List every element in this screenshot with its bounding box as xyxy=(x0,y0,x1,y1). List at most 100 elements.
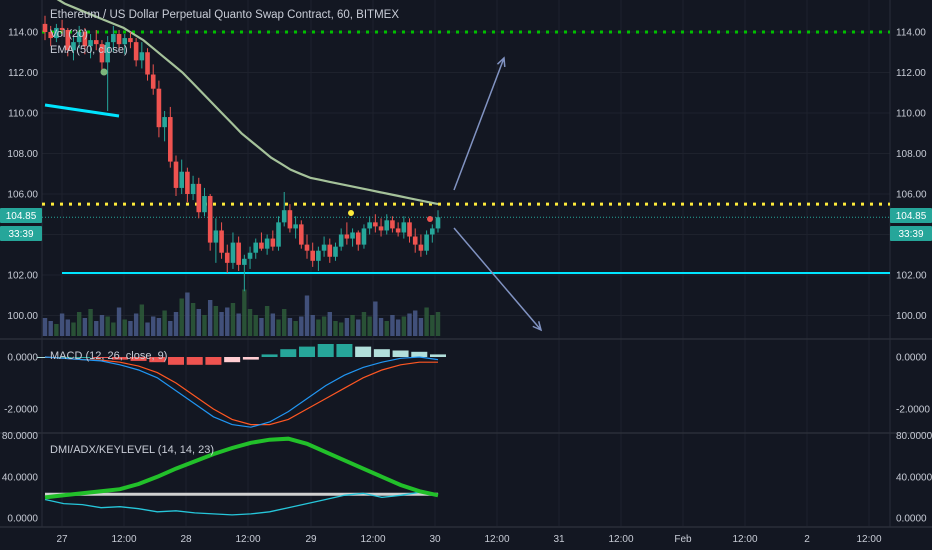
signal-dot xyxy=(427,216,433,222)
volume-bar xyxy=(356,319,361,336)
volume-bar xyxy=(264,306,270,336)
last-price-badge xyxy=(890,208,932,223)
volume-bar xyxy=(435,312,441,336)
candle-body xyxy=(304,244,310,251)
candle-body xyxy=(116,34,122,45)
macd-histogram-bar xyxy=(373,349,390,357)
candle-body xyxy=(42,23,48,32)
volume-bar xyxy=(59,313,65,336)
volume-bar xyxy=(287,318,293,336)
last-price-value: 104.85 xyxy=(6,211,37,222)
candle-body xyxy=(207,196,213,243)
candle-body xyxy=(276,222,281,247)
volume-bar xyxy=(105,316,110,336)
volume-bar xyxy=(54,324,59,336)
arrow-head xyxy=(496,56,506,68)
volume-bar xyxy=(395,319,401,336)
candle-body xyxy=(310,250,315,261)
volume-bar xyxy=(350,315,355,336)
dmi-y-tick: 0.0000 xyxy=(7,514,38,525)
last-price-value: 104.85 xyxy=(896,211,927,222)
macd-histogram-bar xyxy=(242,357,259,360)
dmi-y-tick: 80.0000 xyxy=(896,431,932,442)
macd-histogram-bar xyxy=(430,354,446,357)
volume-bar xyxy=(299,316,304,336)
candle-body xyxy=(111,34,116,43)
macd-y-tick: 0.0000 xyxy=(7,353,38,364)
candle-body xyxy=(196,183,202,213)
candle-body xyxy=(156,88,162,128)
y-tick-label: 102.00 xyxy=(896,271,927,282)
volume-bar xyxy=(424,307,429,336)
macd-histogram-bar xyxy=(168,357,184,365)
candle-body xyxy=(299,224,304,245)
candle-body xyxy=(361,228,367,245)
candle-body xyxy=(122,38,128,45)
x-tick-label: 30 xyxy=(429,534,441,545)
y-tick-label: 108.00 xyxy=(7,149,38,160)
candle-body xyxy=(190,183,196,194)
candle-body xyxy=(247,252,253,259)
candle-body xyxy=(430,228,435,235)
volume-bar xyxy=(133,313,139,336)
y-tick-label: 110.00 xyxy=(8,109,38,120)
arrow-head xyxy=(532,321,543,332)
trendline-segment xyxy=(44,103,120,118)
macd-histogram-bar xyxy=(111,357,128,360)
volume-bar xyxy=(270,313,276,336)
candle-body xyxy=(344,234,350,239)
candle-body xyxy=(65,29,71,51)
y-tick-label: 108.00 xyxy=(896,149,927,160)
candle-body xyxy=(264,238,270,249)
macd-signal-line xyxy=(44,356,438,426)
candle-body xyxy=(424,234,429,251)
volume-bar xyxy=(384,321,389,336)
x-tick-label: 31 xyxy=(553,534,565,545)
projection-arrow xyxy=(453,227,542,331)
candle-body xyxy=(390,220,395,229)
volume-bar xyxy=(333,321,338,336)
y-tick-label: 114.00 xyxy=(896,28,926,39)
volume-bar xyxy=(168,321,173,336)
macd-histogram-bar xyxy=(261,354,278,357)
volume-bar xyxy=(202,315,207,336)
candle-body xyxy=(316,250,321,261)
x-tick-label: 2 xyxy=(804,534,810,545)
countdown-value: 33:39 xyxy=(8,229,33,240)
candle-body xyxy=(412,236,418,245)
macd-histogram-bar xyxy=(411,351,428,357)
volume-bar xyxy=(378,318,384,336)
candle-body xyxy=(378,226,384,231)
x-tick-label: 12:00 xyxy=(360,534,385,545)
signal-dot xyxy=(100,68,108,76)
y-tick-label: 100.00 xyxy=(7,311,38,322)
macd-histogram-bar xyxy=(392,350,409,357)
volume-bar xyxy=(139,304,145,336)
macd-histogram-bar xyxy=(224,357,241,363)
volume-bar xyxy=(219,312,224,336)
adx-line xyxy=(44,436,439,500)
volume-bar xyxy=(293,321,298,336)
x-tick-label: 27 xyxy=(56,534,68,545)
candle-body xyxy=(401,222,407,233)
volume-bar xyxy=(151,316,156,336)
candle-body xyxy=(48,32,53,39)
volume-bar xyxy=(247,309,253,336)
volume-bar xyxy=(327,312,332,336)
ema-legend: EMA (50, close) xyxy=(50,44,128,56)
x-tick-label: 12:00 xyxy=(856,534,881,545)
y-tick-label: 110.00 xyxy=(896,109,926,120)
volume-bar xyxy=(310,315,315,336)
last-price-badge xyxy=(0,208,42,223)
candle-body xyxy=(224,252,230,263)
candle-body xyxy=(173,161,179,188)
candle-body xyxy=(253,242,259,253)
macd-histogram-bar xyxy=(149,357,166,363)
volume-bar xyxy=(282,309,287,336)
volume-bar xyxy=(88,309,93,336)
volume-bar xyxy=(390,315,395,336)
candle-body xyxy=(128,38,133,43)
volume-bar xyxy=(367,316,372,336)
candle-body xyxy=(333,246,338,257)
projection-arrow xyxy=(453,57,505,191)
